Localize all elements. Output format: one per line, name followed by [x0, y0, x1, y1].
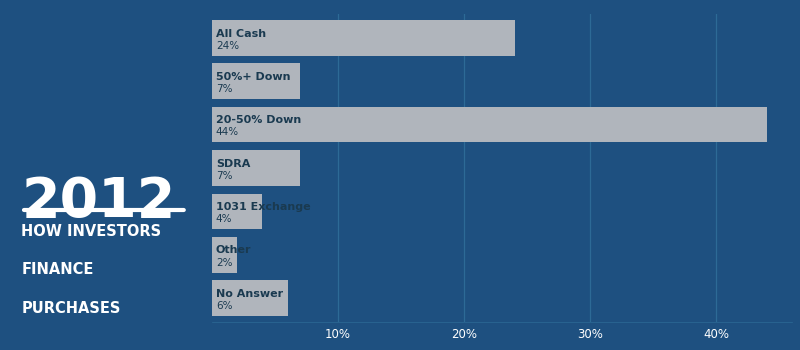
- Text: 44%: 44%: [216, 127, 239, 138]
- Text: SDRA: SDRA: [216, 159, 250, 169]
- Bar: [212, 107, 766, 142]
- Text: All Cash: All Cash: [216, 28, 266, 38]
- Text: FINANCE: FINANCE: [22, 262, 94, 278]
- Text: 20-50% Down: 20-50% Down: [216, 115, 301, 125]
- Text: 50%+ Down: 50%+ Down: [216, 72, 290, 82]
- Bar: [212, 194, 262, 229]
- Text: 2012: 2012: [22, 175, 175, 229]
- Bar: [212, 237, 238, 273]
- Text: 4%: 4%: [216, 214, 232, 224]
- Text: 24%: 24%: [216, 41, 239, 51]
- Text: 7%: 7%: [216, 171, 232, 181]
- Bar: [212, 20, 514, 56]
- Text: 7%: 7%: [216, 84, 232, 94]
- Bar: [212, 150, 300, 186]
- Text: 1031 Exchange: 1031 Exchange: [216, 202, 310, 212]
- Bar: [212, 63, 300, 99]
- Text: Other: Other: [216, 245, 251, 256]
- Text: 2%: 2%: [216, 258, 232, 267]
- Text: 6%: 6%: [216, 301, 232, 311]
- Text: HOW INVESTORS: HOW INVESTORS: [22, 224, 162, 239]
- Text: PURCHASES: PURCHASES: [22, 301, 121, 316]
- Bar: [212, 280, 288, 316]
- Text: No Answer: No Answer: [216, 289, 283, 299]
